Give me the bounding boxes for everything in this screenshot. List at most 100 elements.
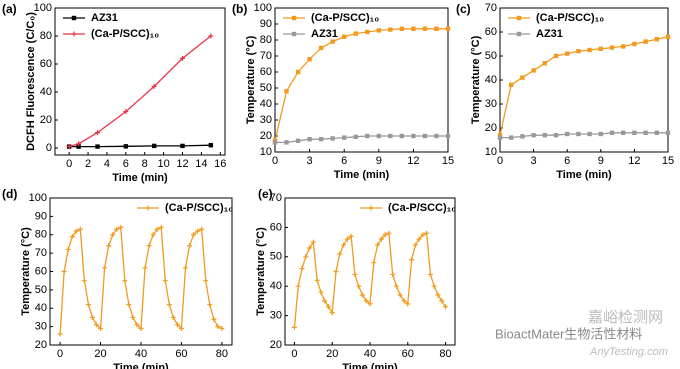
data-point: [174, 322, 180, 328]
data-point: [123, 144, 129, 149]
data-point: [348, 233, 354, 239]
data-point: [431, 283, 437, 289]
panel-label: (b): [232, 2, 247, 16]
data-point: [291, 15, 297, 21]
data-point: [356, 283, 362, 289]
data-point: [609, 45, 615, 50]
data-point: [553, 133, 559, 138]
data-point: [411, 26, 416, 31]
data-point: [375, 242, 381, 248]
data-point: [145, 205, 151, 211]
data-point: [587, 47, 592, 53]
data-point: [66, 144, 72, 150]
data-point: [399, 26, 405, 31]
x-tick-label: 0: [66, 158, 72, 170]
series-line: [68, 35, 212, 148]
data-point: [69, 234, 75, 240]
data-point: [353, 134, 358, 139]
data-point: [89, 314, 95, 320]
data-point: [382, 232, 388, 238]
data-point: [411, 133, 416, 139]
data-point: [178, 325, 184, 331]
data-point: [322, 298, 328, 304]
x-axis-label: Time (min): [556, 169, 612, 181]
data-point: [359, 292, 365, 298]
data-point: [365, 133, 370, 139]
data-point: [310, 239, 316, 245]
data-point: [542, 133, 547, 138]
plot-frame: [54, 7, 226, 156]
legend-label: AZ31: [311, 28, 338, 40]
x-tick-label: 6: [341, 155, 347, 167]
data-point: [195, 228, 201, 234]
x-tick-label: 12: [628, 155, 640, 167]
data-point: [542, 61, 547, 66]
plot-frame: [274, 7, 449, 153]
panel-label: (e): [258, 187, 273, 201]
x-tick-label: 16: [214, 158, 226, 170]
watermark-url: AnyTesting.com: [589, 346, 668, 358]
data-point: [154, 226, 160, 232]
data-point: [509, 82, 514, 87]
data-point: [76, 144, 81, 149]
data-point: [531, 68, 536, 73]
data-point: [352, 271, 358, 277]
y-tick-label: 10: [485, 146, 497, 158]
y-tick-label: 90: [35, 210, 47, 222]
x-tick-label: 0: [272, 155, 278, 167]
data-point: [330, 39, 335, 44]
data-point: [353, 31, 358, 36]
data-point: [434, 26, 439, 31]
legend-label: AZ31: [536, 28, 563, 40]
y-tick-label: 40: [40, 86, 52, 98]
x-axis-label: Time (min): [334, 169, 390, 181]
y-tick-label: 100: [254, 2, 272, 14]
data-point: [291, 324, 297, 330]
data-point: [643, 39, 648, 44]
data-point: [388, 27, 393, 32]
data-point: [363, 298, 369, 304]
data-point: [98, 325, 104, 331]
panel-label: (a): [2, 2, 17, 16]
y-tick-label: 10: [260, 146, 272, 158]
data-point: [303, 254, 309, 260]
data-point: [318, 45, 324, 51]
x-tick-label: 9: [376, 155, 382, 167]
legend-label: (Ca-P/SCC)₁₀: [91, 28, 159, 40]
data-point: [621, 44, 626, 49]
y-axis-label: Temperature (°C): [470, 35, 482, 124]
series-line: [500, 132, 668, 139]
data-point: [71, 31, 77, 37]
data-point: [632, 41, 637, 47]
legend-label: AZ31: [91, 12, 118, 24]
data-point: [409, 257, 415, 263]
x-axis-label: Time (min): [342, 362, 398, 369]
x-tick-label: 6: [123, 158, 129, 170]
data-point: [295, 69, 301, 75]
y-tick-label: 80: [35, 229, 47, 241]
data-point: [126, 302, 132, 308]
data-point: [497, 133, 503, 138]
data-point: [187, 243, 193, 249]
data-point: [284, 89, 289, 94]
data-point: [367, 301, 373, 307]
data-point: [333, 269, 339, 274]
data-point: [397, 292, 403, 298]
x-tick-label: 20: [326, 348, 338, 360]
plot-frame: [499, 7, 669, 153]
data-point: [643, 130, 648, 135]
data-point: [330, 136, 335, 141]
data-point: [76, 141, 82, 147]
data-point: [434, 133, 439, 139]
y-axis-label: Temperature (°C): [20, 227, 32, 316]
x-tick-label: 40: [135, 348, 147, 360]
data-point: [341, 242, 347, 248]
data-point: [325, 304, 331, 310]
plot-frame: [284, 197, 456, 346]
data-point: [146, 243, 152, 249]
data-point: [215, 324, 221, 330]
panel-label: (c): [456, 2, 471, 16]
data-point: [368, 205, 374, 211]
data-point: [553, 53, 559, 59]
data-point: [376, 28, 381, 33]
